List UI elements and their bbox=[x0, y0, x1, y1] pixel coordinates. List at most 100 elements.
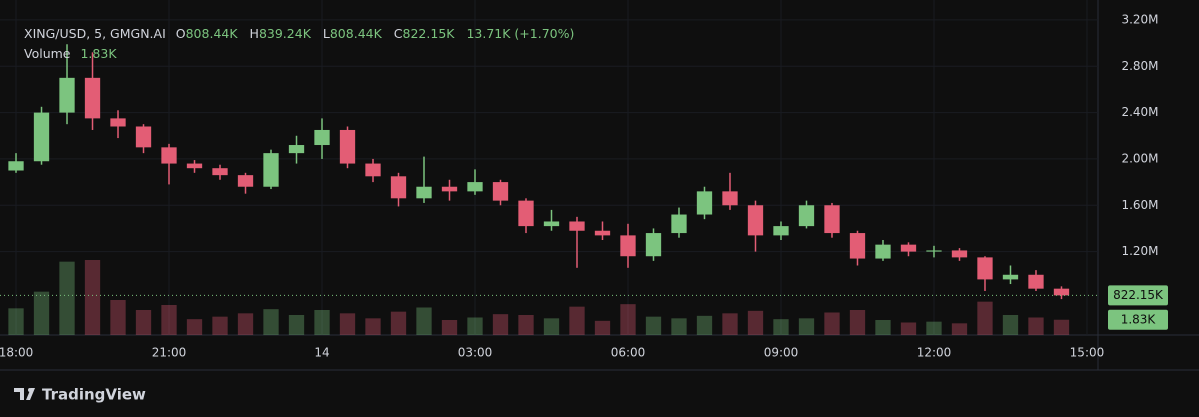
volume-bar bbox=[1053, 319, 1070, 335]
volume-bar bbox=[875, 320, 891, 335]
ohlc-value: 839.24K bbox=[258, 26, 311, 41]
candle-body bbox=[492, 182, 509, 201]
volume-bar bbox=[926, 321, 942, 335]
volume-bar bbox=[594, 320, 611, 335]
ohlc-value: 822.15K bbox=[402, 26, 455, 41]
candle-body bbox=[1028, 274, 1044, 289]
volume-bar bbox=[696, 315, 713, 335]
candle-body bbox=[288, 145, 305, 154]
volume-bar bbox=[59, 261, 75, 335]
candle-body bbox=[824, 205, 840, 234]
last-price-label: 822.15K bbox=[1113, 288, 1164, 302]
candle-body bbox=[390, 176, 407, 199]
y-tick-label: 2.00M bbox=[1121, 151, 1158, 165]
volume-bar bbox=[84, 260, 101, 335]
candle-body bbox=[849, 233, 866, 259]
symbol: XING/USD, 5, GMGN.AI bbox=[24, 26, 166, 41]
ohlc-value: 808.44K bbox=[185, 26, 238, 41]
volume-bar bbox=[798, 318, 815, 335]
candle-body bbox=[314, 129, 330, 146]
volume-bar bbox=[416, 307, 432, 335]
candle-body bbox=[1002, 274, 1019, 280]
candle-body bbox=[543, 221, 560, 227]
volume-bar bbox=[1002, 315, 1019, 335]
y-tick-label: 1.60M bbox=[1121, 198, 1158, 212]
volume-bar bbox=[8, 308, 24, 335]
x-tick-label: 18:00 bbox=[0, 346, 33, 360]
volume-bar bbox=[161, 305, 177, 335]
ohlc-prefix: C bbox=[393, 26, 403, 41]
candle-body bbox=[900, 244, 917, 252]
candle-body bbox=[8, 161, 24, 171]
candle-body bbox=[747, 205, 764, 236]
volume-bar bbox=[135, 310, 152, 335]
candle-body bbox=[59, 77, 75, 113]
ohlc-field: H839.24K bbox=[250, 26, 317, 41]
candle-body bbox=[237, 175, 254, 187]
candle-body bbox=[186, 163, 203, 169]
y-tick-label: 2.80M bbox=[1121, 59, 1158, 73]
volume-bar bbox=[186, 319, 203, 335]
candles bbox=[0, 44, 1098, 300]
ohlc-field: O808.44K bbox=[176, 26, 244, 41]
volume-bar bbox=[900, 322, 917, 335]
candle-body bbox=[620, 235, 636, 257]
candle-body bbox=[467, 182, 483, 192]
candle-body bbox=[263, 153, 279, 187]
volume-bar bbox=[288, 315, 305, 335]
change: 13.71K (+1.70%) bbox=[466, 26, 575, 41]
volume-bar bbox=[263, 309, 279, 335]
volume-bar bbox=[543, 318, 560, 335]
volume-bar bbox=[849, 310, 866, 335]
volume-bar bbox=[518, 315, 534, 335]
candle-body bbox=[569, 221, 585, 231]
candle-body bbox=[365, 163, 381, 177]
last-volume-box bbox=[1108, 309, 1168, 330]
y-tick-label: 3.20M bbox=[1121, 12, 1158, 26]
ohlc-prefix: O bbox=[175, 26, 186, 41]
volume-value: 1.83K bbox=[80, 46, 117, 61]
legend-header: XING/USD, 5, GMGN.AI O808.44K H839.24K L80… bbox=[24, 24, 580, 64]
candle-body bbox=[84, 77, 101, 119]
candle-body bbox=[416, 186, 432, 199]
x-tick-label: 14 bbox=[314, 346, 329, 360]
volume-title: Volume bbox=[24, 46, 71, 61]
logo-dot bbox=[28, 388, 32, 392]
volume-bar bbox=[620, 304, 636, 335]
volume-bar bbox=[977, 301, 993, 335]
volume-bar bbox=[492, 314, 509, 335]
volume-bar bbox=[314, 310, 330, 335]
ohlc-field: L808.44K bbox=[323, 26, 388, 41]
y-tick-label: 1.20M bbox=[1121, 244, 1158, 258]
candle-body bbox=[135, 126, 152, 148]
candle-body bbox=[875, 244, 891, 259]
ohlc-prefix: L bbox=[322, 26, 330, 41]
volume-bar bbox=[671, 318, 687, 335]
candle-body bbox=[441, 186, 458, 192]
volume-bar bbox=[390, 311, 407, 335]
volume-bar bbox=[212, 316, 228, 335]
volume-bar bbox=[339, 313, 356, 335]
ohlc-field: C822.15K bbox=[394, 26, 461, 41]
candle-body bbox=[951, 250, 968, 258]
volume-bar bbox=[722, 313, 738, 335]
volume-bar bbox=[237, 313, 254, 335]
volume-bar bbox=[1028, 317, 1044, 335]
ohlc-value: 808.44K bbox=[329, 26, 382, 41]
x-tick-label: 09:00 bbox=[764, 346, 799, 360]
candle-body bbox=[798, 205, 815, 227]
candle-body bbox=[33, 112, 50, 162]
x-tick-label: 03:00 bbox=[458, 346, 493, 360]
volume-bar bbox=[824, 312, 840, 335]
y-tick-label: 2.40M bbox=[1121, 105, 1158, 119]
logo: TradingView bbox=[14, 386, 146, 404]
x-tick-label: 06:00 bbox=[611, 346, 646, 360]
volume-bar bbox=[773, 319, 789, 335]
candle-body bbox=[594, 230, 611, 236]
axes: 1.20M 1.60M 2.00M 2.40M 2.80M 3.20M 18:00 21:00… bbox=[0, 12, 1168, 360]
candle-body bbox=[645, 233, 662, 257]
x-tick-label: 21:00 bbox=[152, 346, 187, 360]
background bbox=[0, 0, 1199, 370]
